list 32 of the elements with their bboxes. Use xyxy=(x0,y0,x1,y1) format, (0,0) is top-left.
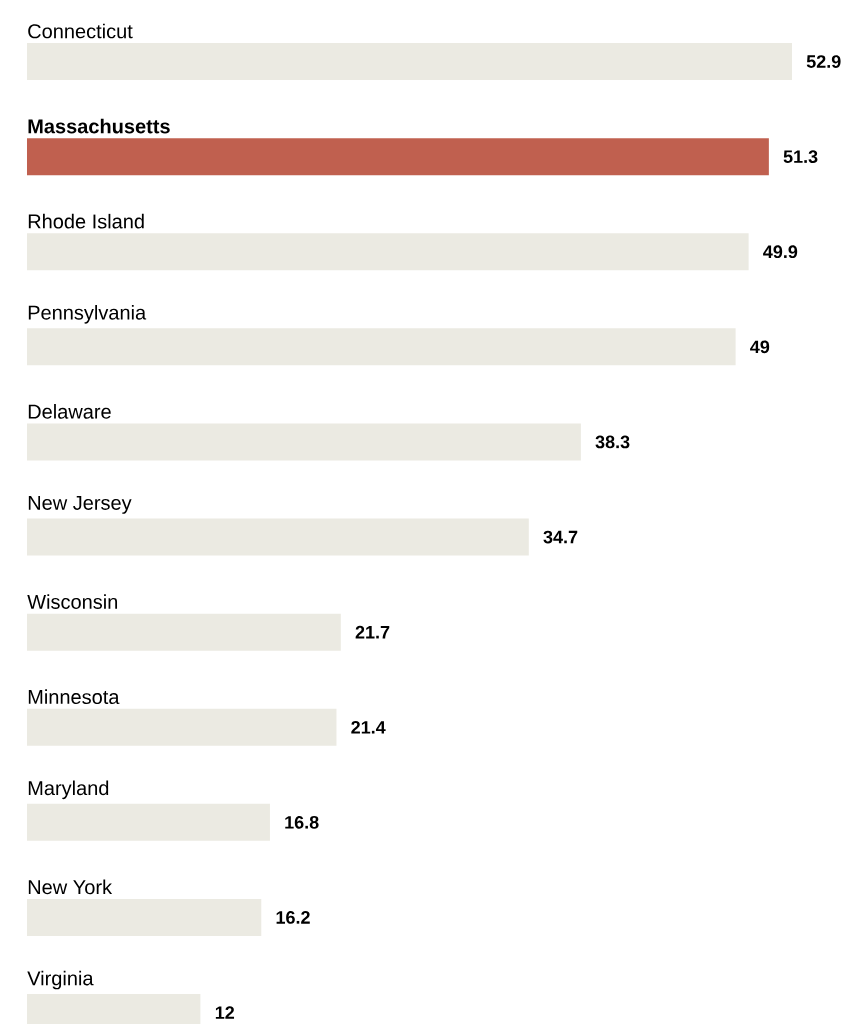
bar xyxy=(27,898,262,936)
y-tick-label: New York xyxy=(28,879,113,895)
bar xyxy=(27,43,793,81)
bar xyxy=(27,328,736,366)
data-label: 12 xyxy=(215,1006,235,1019)
bar xyxy=(27,613,341,651)
y-tick-label: Virginia xyxy=(27,970,94,990)
bar xyxy=(27,803,270,841)
data-label: 21.4 xyxy=(351,720,386,734)
bar xyxy=(27,233,749,271)
y-tick-label: Minnesota xyxy=(28,689,120,705)
y-tick-label: Maryland xyxy=(28,780,109,800)
y-tick-label: Delaware xyxy=(28,404,111,419)
y-tick-label: New Jersey xyxy=(28,495,132,514)
y-tick-label: Rhode Island xyxy=(28,213,144,229)
data-label: 52.9 xyxy=(806,55,841,68)
y-tick-label: Pennsylvania xyxy=(28,305,147,324)
bar xyxy=(27,518,529,556)
data-label: 21.7 xyxy=(355,625,390,639)
data-label: 34.7 xyxy=(543,530,578,544)
data-label: 16.8 xyxy=(285,815,319,829)
data-label: 49 xyxy=(750,340,770,354)
bar xyxy=(27,708,337,746)
data-label: 51.3 xyxy=(783,150,818,164)
y-tick-label: Connecticut xyxy=(28,23,133,39)
data-label: 16.2 xyxy=(276,911,310,924)
y-tick-label: Wisconsin xyxy=(27,594,118,609)
data-label: 49.9 xyxy=(763,245,798,259)
y-tick-label: Massachusetts xyxy=(28,118,170,134)
data-label: 38.3 xyxy=(595,435,630,449)
bar xyxy=(27,423,581,461)
bar xyxy=(27,138,769,176)
